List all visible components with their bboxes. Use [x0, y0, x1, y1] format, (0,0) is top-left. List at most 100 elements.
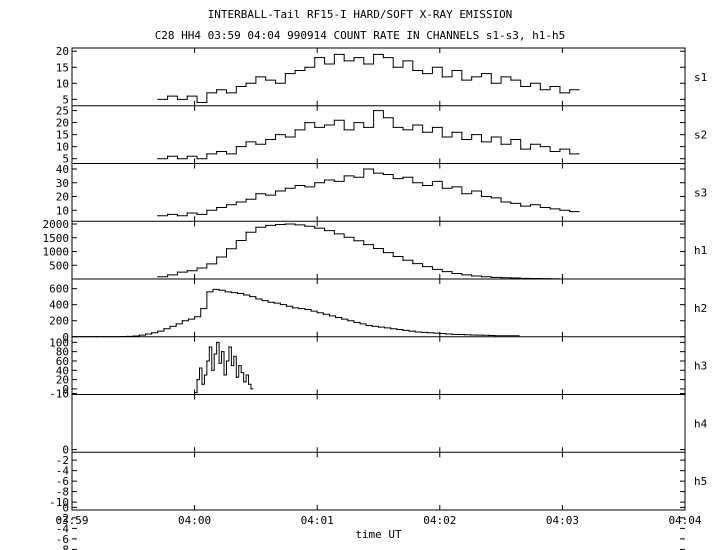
point-s3: [343, 175, 345, 177]
point-s2: [559, 148, 561, 150]
point-s2: [500, 143, 502, 145]
point-s3: [157, 215, 159, 217]
point-h2: [488, 334, 490, 337]
point-s3: [490, 197, 492, 199]
point-s3: [441, 187, 443, 189]
point-s1: [402, 60, 404, 62]
point-s2: [539, 146, 541, 148]
point-s2: [274, 134, 277, 136]
point-h2: [445, 333, 447, 335]
point-s2: [255, 143, 257, 145]
point-s2: [343, 129, 345, 131]
point-h2: [144, 333, 147, 335]
y-tick-label-s1: 5: [62, 93, 69, 106]
point-s1: [353, 57, 355, 59]
point-h2: [475, 334, 478, 336]
channel-label-h1: h1: [694, 244, 707, 257]
point-s3: [196, 213, 198, 215]
point-s1: [451, 69, 453, 72]
point-s2: [186, 155, 188, 157]
point-h2: [457, 333, 459, 336]
point-h2: [157, 330, 159, 332]
point-h2: [469, 334, 472, 336]
point-s2: [529, 143, 532, 145]
point-h2: [384, 327, 386, 329]
point-h2: [365, 324, 367, 327]
y-tick-label-s2: 20: [56, 117, 69, 130]
point-s1: [549, 85, 551, 88]
chart-title: INTERBALL-Tail RF15-I HARD/SOFT X-RAY EM…: [207, 8, 513, 21]
point-s1: [235, 85, 237, 88]
point-s2: [372, 109, 375, 112]
point-h3: [220, 351, 223, 353]
point-s1: [422, 73, 424, 75]
y-tick-label-s2: 5: [62, 153, 69, 166]
point-s1: [304, 66, 306, 68]
channel-label-h4: h4: [694, 417, 708, 430]
point-h2: [132, 335, 134, 337]
y-tick-label-h5: -4: [56, 522, 70, 535]
point-h3: [213, 353, 215, 355]
point-h1: [157, 276, 159, 278]
point-s2: [382, 117, 385, 119]
point-h2: [224, 291, 226, 293]
y-tick-label-h3: 0: [62, 383, 69, 396]
y-tick-label-h5: 0: [62, 501, 69, 514]
point-h3: [203, 374, 206, 376]
point-h2: [285, 305, 288, 307]
point-s3: [451, 186, 453, 188]
y-tick-label-s2: 15: [56, 129, 69, 142]
point-s2: [480, 141, 483, 143]
point-s1: [284, 73, 286, 75]
point-s3: [186, 212, 188, 214]
point-h2: [439, 332, 441, 335]
point-s3: [314, 182, 316, 184]
point-s1: [382, 57, 385, 59]
point-s3: [382, 173, 385, 176]
point-s1: [343, 60, 345, 62]
point-s3: [539, 206, 541, 209]
point-h3: [247, 383, 250, 385]
point-s3: [225, 204, 228, 206]
point-s1: [559, 92, 561, 94]
point-h1: [284, 223, 286, 225]
point-s2: [431, 126, 434, 129]
point-h1: [186, 270, 188, 272]
point-s3: [353, 176, 355, 178]
point-s2: [520, 148, 522, 150]
point-h1: [333, 233, 335, 235]
y-tick-label-h3: 60: [56, 355, 69, 368]
point-h2: [169, 325, 171, 327]
point-s2: [353, 121, 355, 124]
point-s1: [363, 63, 365, 65]
point-s1: [157, 98, 159, 100]
point-h1: [245, 231, 247, 233]
point-h3: [198, 367, 201, 369]
point-s3: [304, 186, 306, 188]
y-tick-label-h1: 1000: [43, 246, 70, 259]
point-s1: [539, 89, 541, 91]
point-s1: [265, 79, 267, 81]
point-s2: [284, 136, 286, 138]
point-s3: [549, 208, 551, 210]
y-tick-label-h1: 2000: [43, 218, 70, 231]
point-h2: [273, 302, 275, 304]
point-h2: [243, 294, 245, 296]
point-s3: [559, 209, 561, 211]
point-h2: [328, 315, 331, 317]
channel-label-h5: h5: [694, 475, 707, 488]
point-s3: [520, 205, 522, 207]
y-tick-label-h3: -10: [49, 388, 69, 401]
point-h2: [353, 321, 355, 323]
point-s1: [255, 76, 257, 78]
y-tick-label-h3: 40: [56, 364, 69, 377]
point-h2: [194, 316, 196, 318]
point-h3: [228, 346, 230, 348]
point-h1: [274, 223, 277, 226]
point-h2: [426, 332, 429, 334]
point-h2: [359, 323, 361, 325]
point-h1: [225, 248, 228, 250]
point-h1: [382, 252, 385, 254]
point-s2: [294, 129, 296, 131]
point-s1: [323, 63, 326, 65]
